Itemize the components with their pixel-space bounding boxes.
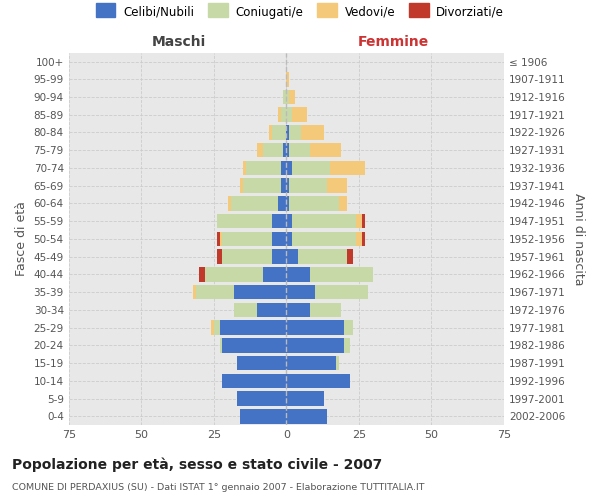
Bar bbox=[356, 232, 362, 246]
Bar bbox=[310, 267, 373, 281]
Bar bbox=[327, 178, 347, 193]
Bar bbox=[237, 392, 286, 406]
Bar bbox=[298, 250, 347, 264]
Bar bbox=[234, 302, 257, 317]
Bar bbox=[330, 160, 365, 175]
Bar bbox=[286, 108, 292, 122]
Bar bbox=[211, 320, 214, 335]
Bar bbox=[286, 374, 350, 388]
Bar bbox=[286, 125, 289, 140]
Bar bbox=[286, 196, 289, 210]
Bar bbox=[205, 267, 263, 281]
Bar bbox=[281, 160, 286, 175]
Bar bbox=[217, 214, 272, 228]
Bar bbox=[286, 285, 316, 300]
Legend: Celibi/Nubili, Coniugati/e, Vedovi/e, Divorziati/e: Celibi/Nubili, Coniugati/e, Vedovi/e, Di… bbox=[91, 1, 509, 24]
Bar bbox=[286, 232, 292, 246]
Bar bbox=[286, 267, 310, 281]
Bar bbox=[269, 125, 272, 140]
Bar bbox=[335, 356, 338, 370]
Bar bbox=[243, 178, 281, 193]
Bar bbox=[199, 267, 205, 281]
Bar bbox=[240, 409, 286, 424]
Bar bbox=[263, 267, 286, 281]
Bar bbox=[272, 232, 286, 246]
Bar bbox=[257, 143, 263, 158]
Bar bbox=[344, 320, 353, 335]
Bar bbox=[292, 160, 330, 175]
Bar bbox=[263, 143, 283, 158]
Bar bbox=[289, 178, 327, 193]
Bar bbox=[281, 178, 286, 193]
Bar bbox=[214, 320, 220, 335]
Bar bbox=[196, 285, 234, 300]
Bar bbox=[292, 108, 307, 122]
Bar bbox=[234, 285, 286, 300]
Bar bbox=[344, 338, 350, 352]
Y-axis label: Anni di nascita: Anni di nascita bbox=[572, 192, 585, 285]
Bar bbox=[286, 392, 324, 406]
Bar bbox=[286, 409, 327, 424]
Bar bbox=[356, 214, 362, 228]
Bar bbox=[286, 320, 344, 335]
Bar bbox=[223, 232, 272, 246]
Bar bbox=[362, 214, 365, 228]
Bar bbox=[220, 338, 223, 352]
Bar bbox=[310, 143, 341, 158]
Text: Popolazione per età, sesso e stato civile - 2007: Popolazione per età, sesso e stato civil… bbox=[12, 458, 382, 472]
Bar bbox=[228, 196, 231, 210]
Bar bbox=[347, 250, 353, 264]
Bar bbox=[286, 302, 310, 317]
Y-axis label: Fasce di età: Fasce di età bbox=[15, 202, 28, 276]
Bar bbox=[272, 214, 286, 228]
Bar bbox=[193, 285, 196, 300]
Bar bbox=[283, 90, 286, 104]
Bar bbox=[289, 196, 338, 210]
Bar bbox=[278, 108, 281, 122]
Bar bbox=[316, 285, 368, 300]
Bar bbox=[286, 143, 289, 158]
Bar bbox=[243, 160, 245, 175]
Bar bbox=[220, 320, 286, 335]
Bar bbox=[245, 160, 281, 175]
Bar bbox=[217, 250, 223, 264]
Text: Femmine: Femmine bbox=[358, 35, 429, 49]
Bar bbox=[240, 178, 243, 193]
Bar bbox=[272, 250, 286, 264]
Bar bbox=[278, 196, 286, 210]
Bar bbox=[362, 232, 365, 246]
Bar bbox=[223, 374, 286, 388]
Bar bbox=[223, 250, 272, 264]
Bar bbox=[310, 302, 341, 317]
Bar bbox=[286, 160, 292, 175]
Bar bbox=[292, 232, 356, 246]
Bar bbox=[286, 214, 292, 228]
Bar bbox=[217, 232, 220, 246]
Bar bbox=[286, 90, 289, 104]
Bar bbox=[286, 338, 344, 352]
Bar bbox=[301, 125, 324, 140]
Bar bbox=[286, 72, 289, 86]
Bar bbox=[292, 214, 356, 228]
Bar bbox=[289, 143, 310, 158]
Bar bbox=[338, 196, 347, 210]
Bar bbox=[257, 302, 286, 317]
Bar bbox=[283, 143, 286, 158]
Text: Maschi: Maschi bbox=[152, 35, 206, 49]
Bar bbox=[289, 125, 301, 140]
Text: COMUNE DI PERDAXIUS (SU) - Dati ISTAT 1° gennaio 2007 - Elaborazione TUTTITALIA.: COMUNE DI PERDAXIUS (SU) - Dati ISTAT 1°… bbox=[12, 484, 425, 492]
Bar bbox=[237, 356, 286, 370]
Bar bbox=[286, 250, 298, 264]
Bar bbox=[231, 196, 278, 210]
Bar bbox=[289, 90, 295, 104]
Bar bbox=[286, 178, 289, 193]
Bar bbox=[220, 232, 223, 246]
Bar bbox=[281, 108, 286, 122]
Bar bbox=[272, 125, 286, 140]
Bar bbox=[286, 356, 335, 370]
Bar bbox=[223, 338, 286, 352]
